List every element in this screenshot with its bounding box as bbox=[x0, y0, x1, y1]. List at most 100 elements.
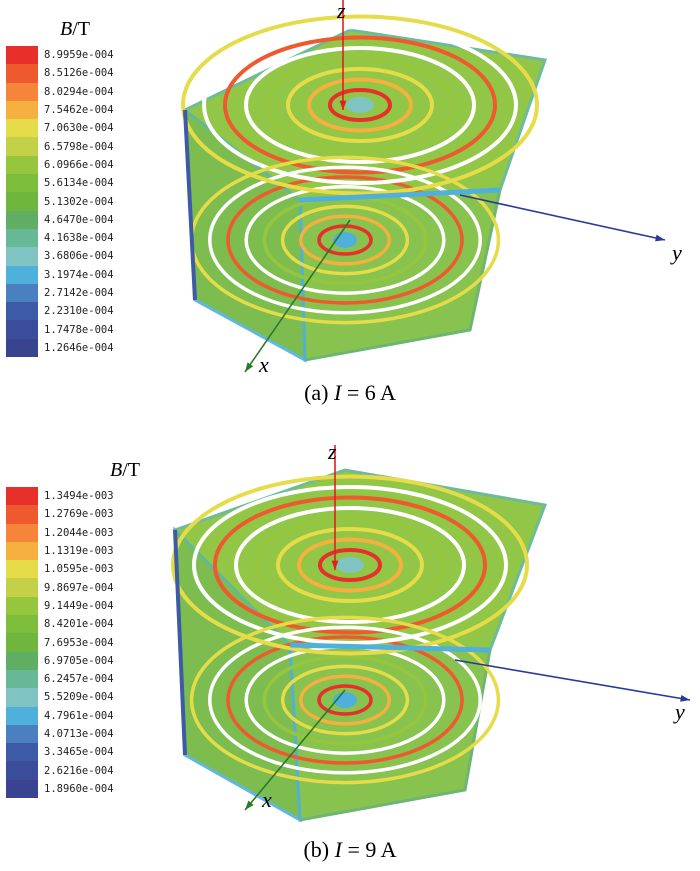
legend-entry: 1.8960e-004 bbox=[6, 779, 114, 799]
legend-entry: 1.3494e-003 bbox=[6, 487, 114, 506]
caption-b: (b) I = 9 A bbox=[303, 837, 397, 862]
x-axis bbox=[244, 219, 351, 373]
legend-swatch bbox=[6, 210, 38, 229]
legend-entry: 4.1638e-004 bbox=[6, 228, 114, 248]
legend-swatch bbox=[6, 174, 38, 193]
contour-ring bbox=[255, 516, 445, 614]
legend-value: 2.2310e-004 bbox=[44, 305, 114, 318]
legend-entry: 8.5126e-004 bbox=[6, 64, 114, 83]
legend-value: 4.0713e-004 bbox=[44, 728, 114, 740]
legend-swatch bbox=[6, 669, 38, 689]
legend-swatch bbox=[6, 523, 38, 542]
legend-entry: 6.9705e-004 bbox=[6, 651, 114, 670]
contour-ring bbox=[286, 67, 434, 143]
legend-entry: 7.6953e-004 bbox=[6, 633, 114, 652]
contour-ring bbox=[226, 635, 464, 765]
contour-ring bbox=[317, 684, 373, 716]
contour-ring bbox=[208, 165, 482, 315]
legend-entry: 2.2310e-004 bbox=[6, 302, 114, 321]
legend-title: B/T bbox=[60, 18, 90, 40]
legend-value: 1.2769e-003 bbox=[44, 508, 114, 521]
legend-entry: 3.1974e-004 bbox=[6, 265, 114, 284]
legend-value: 6.9705e-004 bbox=[44, 654, 114, 667]
legend-swatch bbox=[6, 743, 38, 762]
legend-value: 2.7142e-004 bbox=[44, 287, 114, 299]
legend-value: 1.8960e-004 bbox=[44, 782, 114, 795]
legend-value: 6.2457e-004 bbox=[44, 673, 114, 686]
legend-swatch bbox=[6, 320, 38, 339]
x-axis-head bbox=[245, 800, 254, 810]
y-axis-head bbox=[655, 234, 665, 242]
legend-entry: 1.1319e-003 bbox=[6, 541, 114, 561]
contour-ring bbox=[202, 25, 518, 185]
legend-value: 1.1319e-003 bbox=[44, 545, 114, 558]
legend-entry: 1.2646e-004 bbox=[6, 338, 114, 358]
cube-edge bbox=[183, 109, 197, 301]
legend-value: 5.5209e-004 bbox=[44, 691, 114, 704]
contour-ring bbox=[262, 654, 428, 746]
contour-ring bbox=[208, 625, 482, 775]
legend-value: 2.6216e-004 bbox=[44, 764, 114, 777]
legend-entry: 5.1302e-004 bbox=[6, 192, 114, 211]
legend-swatch bbox=[6, 119, 38, 138]
legend-swatch bbox=[6, 596, 38, 616]
contour-ring bbox=[244, 185, 446, 295]
contour-ring bbox=[189, 615, 501, 785]
legend-swatch bbox=[6, 338, 38, 358]
contour-ring bbox=[226, 175, 464, 305]
legend-entry: 4.7961e-004 bbox=[6, 706, 114, 725]
contour-ring bbox=[297, 537, 403, 593]
panel-b: B/T 1.3494e-003 1.2769e-003 1.2044e-003 1.1… bbox=[0, 435, 700, 871]
contour-ring bbox=[299, 214, 391, 266]
contour-ring bbox=[280, 204, 410, 276]
legend-swatch bbox=[6, 779, 38, 799]
legend-value: 9.8697e-004 bbox=[44, 581, 114, 594]
legend-value: 5.6134e-004 bbox=[44, 177, 114, 190]
legend-value: 6.0966e-004 bbox=[44, 158, 114, 171]
legend-swatch bbox=[6, 724, 38, 744]
legend-swatch bbox=[6, 706, 38, 725]
legend-entry: 6.2457e-004 bbox=[6, 669, 114, 689]
legend-value: 8.4201e-004 bbox=[44, 618, 114, 631]
y-axis-label: y bbox=[675, 699, 685, 724]
legend-swatch bbox=[6, 302, 38, 321]
legend-value: 6.5798e-004 bbox=[44, 140, 114, 153]
legend-value: 1.0595e-003 bbox=[44, 563, 114, 576]
legend-value: 3.6806e-004 bbox=[44, 250, 114, 263]
contour-ring bbox=[244, 46, 476, 164]
legend-swatch bbox=[6, 247, 38, 266]
contour-ring bbox=[276, 527, 424, 603]
contour-ring bbox=[280, 664, 410, 736]
legend-swatch bbox=[6, 82, 38, 101]
legend-swatch bbox=[6, 560, 38, 579]
contour-ring bbox=[299, 674, 391, 726]
legend-swatch bbox=[6, 651, 38, 670]
cube-edge bbox=[299, 187, 501, 203]
contour-ring bbox=[192, 485, 508, 645]
legend-value: 8.5126e-004 bbox=[44, 67, 114, 80]
legend-entry: 7.5462e-004 bbox=[6, 100, 114, 120]
center-spot bbox=[336, 557, 364, 573]
z-axis-label: z bbox=[328, 439, 337, 464]
x-axis-label: x bbox=[259, 352, 269, 377]
legend-swatch bbox=[6, 505, 38, 524]
legend-swatch bbox=[6, 633, 38, 652]
contour-ring bbox=[234, 506, 466, 624]
legend-entry: 1.2769e-003 bbox=[6, 505, 114, 524]
legend-value: 8.9959e-004 bbox=[44, 49, 114, 62]
legend-entry: 3.6806e-004 bbox=[6, 247, 114, 266]
cube-side-face bbox=[298, 188, 502, 362]
legend-swatch bbox=[6, 688, 38, 707]
colorbar-legend: 8.9959e-004 8.5126e-004 8.0294e-004 7.5462e… bbox=[6, 46, 114, 358]
legend-entry: 4.0713e-004 bbox=[6, 724, 114, 744]
legend-value: 4.6470e-004 bbox=[44, 213, 114, 226]
legend-swatch bbox=[6, 100, 38, 120]
legend-entry: 8.9959e-004 bbox=[6, 46, 114, 65]
legend-swatch bbox=[6, 487, 38, 506]
legend-swatch bbox=[6, 64, 38, 83]
legend-value: 9.1449e-004 bbox=[44, 599, 114, 612]
legend-value: 7.6953e-004 bbox=[44, 636, 114, 649]
cube-edge bbox=[289, 642, 491, 653]
z-axis-head bbox=[339, 100, 347, 110]
legend-entry: 6.5798e-004 bbox=[6, 137, 114, 156]
